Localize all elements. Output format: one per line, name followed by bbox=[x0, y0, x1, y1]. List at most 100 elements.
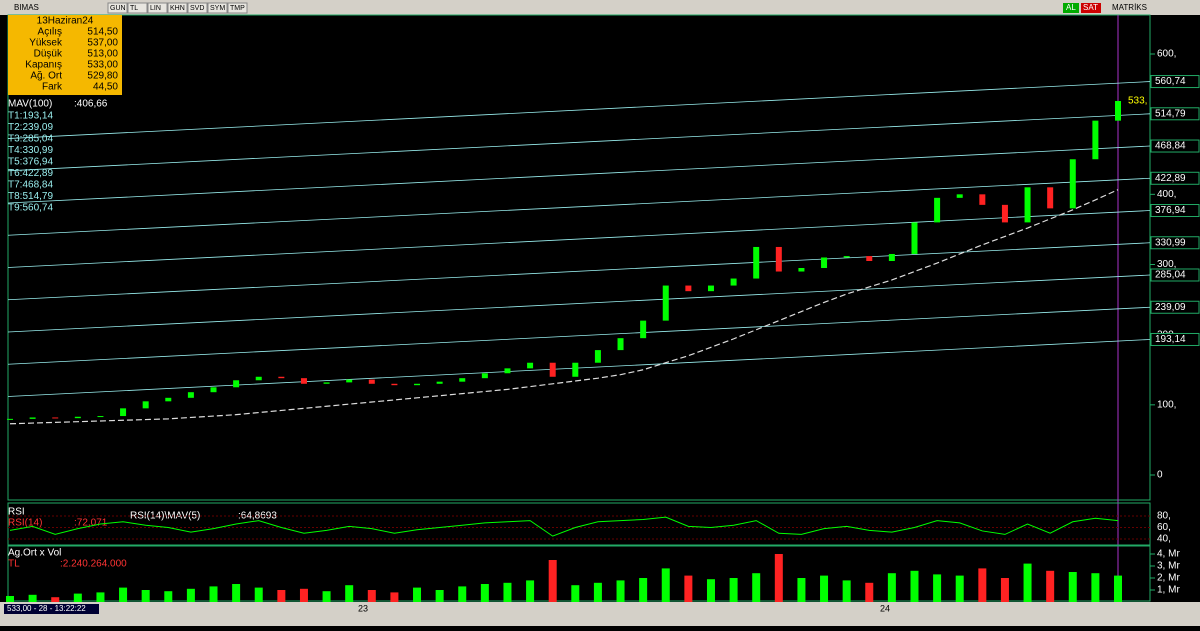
volume-title: Ag.Ort x Vol bbox=[8, 548, 61, 559]
y-tick-label: 300, bbox=[1157, 259, 1176, 270]
candle bbox=[7, 418, 13, 420]
volume-bar bbox=[955, 575, 964, 602]
volume-bar bbox=[345, 585, 354, 602]
candle bbox=[414, 383, 421, 386]
status: 533,00 - 28 - 13:22:22 bbox=[7, 604, 86, 613]
volume-bar bbox=[661, 568, 670, 602]
y-tick-label: 600, bbox=[1157, 49, 1176, 60]
toolbar-button[interactable] bbox=[107, 2, 128, 14]
toolbar-button[interactable] bbox=[127, 2, 148, 14]
toolbar-button-label[interactable]: TL bbox=[130, 5, 138, 12]
candle bbox=[843, 256, 850, 258]
mav-label: MAV(100) bbox=[8, 99, 52, 110]
candle bbox=[979, 194, 986, 205]
time-label: 23 bbox=[358, 603, 368, 613]
candle bbox=[934, 197, 941, 223]
toolbar-button-label[interactable]: LIN bbox=[150, 5, 161, 12]
volume-bar bbox=[752, 573, 761, 602]
info-date: 13Haziran24 bbox=[37, 16, 94, 27]
mav-line bbox=[9, 189, 1119, 425]
candle bbox=[187, 392, 194, 398]
info-label: Açılış bbox=[38, 27, 62, 38]
candle bbox=[685, 285, 692, 292]
candle bbox=[1047, 187, 1054, 209]
sell-label[interactable]: SAT bbox=[1083, 3, 1098, 12]
channel-line bbox=[7, 306, 1151, 365]
channel-left-label: T8:514,79 bbox=[8, 191, 53, 202]
candle bbox=[707, 285, 714, 292]
toolbar-button-label[interactable]: SYM bbox=[210, 5, 225, 12]
info-value: 513,00 bbox=[87, 49, 118, 60]
channel-line bbox=[7, 145, 1151, 204]
toolbar-button[interactable] bbox=[147, 2, 168, 14]
channel-line bbox=[7, 339, 1151, 397]
volume-bar bbox=[119, 587, 128, 602]
info-label: Fark bbox=[42, 82, 63, 93]
candle bbox=[617, 338, 624, 351]
volume-bar bbox=[706, 579, 715, 602]
sell-button[interactable] bbox=[1081, 3, 1101, 13]
rsi-tick-label: 40, bbox=[1157, 534, 1171, 545]
toolbar-button-label[interactable]: TMP bbox=[230, 5, 245, 12]
info-label: Düşük bbox=[34, 49, 63, 60]
info-value: 529,80 bbox=[87, 71, 118, 82]
toolbar-button[interactable] bbox=[167, 2, 188, 14]
volume-bar bbox=[1000, 578, 1009, 602]
y-tick-label: 400, bbox=[1157, 189, 1176, 200]
candle bbox=[730, 278, 737, 286]
volume-bar bbox=[277, 590, 286, 602]
volume-bar bbox=[616, 580, 625, 602]
volume-unit: TL bbox=[8, 559, 20, 570]
rsi-panel bbox=[7, 502, 1151, 546]
volume-bar bbox=[413, 587, 422, 602]
candle bbox=[866, 256, 873, 261]
volume-bar bbox=[526, 580, 535, 602]
rsi-value: :72,071 bbox=[74, 518, 108, 529]
volume-bar bbox=[1068, 572, 1077, 602]
toolbar-button-label[interactable]: KHN bbox=[170, 5, 185, 12]
rsi-label: RSI(14) bbox=[8, 518, 42, 529]
brand[interactable]: MATRİKS bbox=[1112, 3, 1147, 12]
info-value: 537,00 bbox=[87, 38, 118, 49]
candle bbox=[346, 379, 353, 383]
candle bbox=[210, 387, 217, 393]
rsi-tick-label: 80, bbox=[1157, 511, 1171, 522]
buy-label[interactable]: AL bbox=[1066, 3, 1076, 12]
volume-bar bbox=[6, 596, 14, 602]
toolbar-button[interactable] bbox=[207, 2, 228, 14]
candle bbox=[52, 417, 59, 419]
buy-button[interactable] bbox=[1063, 3, 1079, 13]
channel-label: 330,99 bbox=[1155, 237, 1186, 248]
channel-label-box bbox=[1150, 139, 1200, 153]
volume-bar bbox=[639, 578, 648, 602]
candle bbox=[74, 416, 81, 419]
channel-line bbox=[7, 81, 1151, 139]
toolbar-button-label[interactable]: SVD bbox=[190, 5, 204, 12]
candle bbox=[323, 382, 330, 384]
toolbar-button-label[interactable]: GUN bbox=[110, 5, 126, 12]
rsi-tick-label: 60, bbox=[1157, 522, 1171, 533]
volume-bar bbox=[503, 582, 512, 602]
volume-bar bbox=[1114, 575, 1122, 602]
candle bbox=[1024, 187, 1031, 223]
channel-left-label: T3:285,04 bbox=[8, 134, 53, 145]
volume-bar bbox=[232, 584, 241, 602]
channel-left-label: T6:422,89 bbox=[8, 168, 53, 179]
channel-label: 468,84 bbox=[1155, 141, 1186, 152]
mav-value: :406,66 bbox=[74, 99, 108, 110]
candle bbox=[481, 373, 488, 379]
toolbar-button[interactable] bbox=[227, 2, 248, 14]
toolbar-button[interactable] bbox=[187, 2, 208, 14]
volume-tick-label: 1, Mr bbox=[1157, 585, 1180, 596]
channel-line bbox=[7, 177, 1151, 236]
volume-bar bbox=[820, 575, 829, 602]
info-value: 533,00 bbox=[87, 60, 118, 71]
symbol[interactable]: BIMAS bbox=[14, 3, 39, 12]
volume-bar bbox=[729, 578, 738, 602]
volume-bar bbox=[390, 592, 399, 602]
volume-bar bbox=[571, 585, 580, 602]
price-panel bbox=[7, 14, 1151, 501]
volume-bar bbox=[299, 588, 308, 602]
